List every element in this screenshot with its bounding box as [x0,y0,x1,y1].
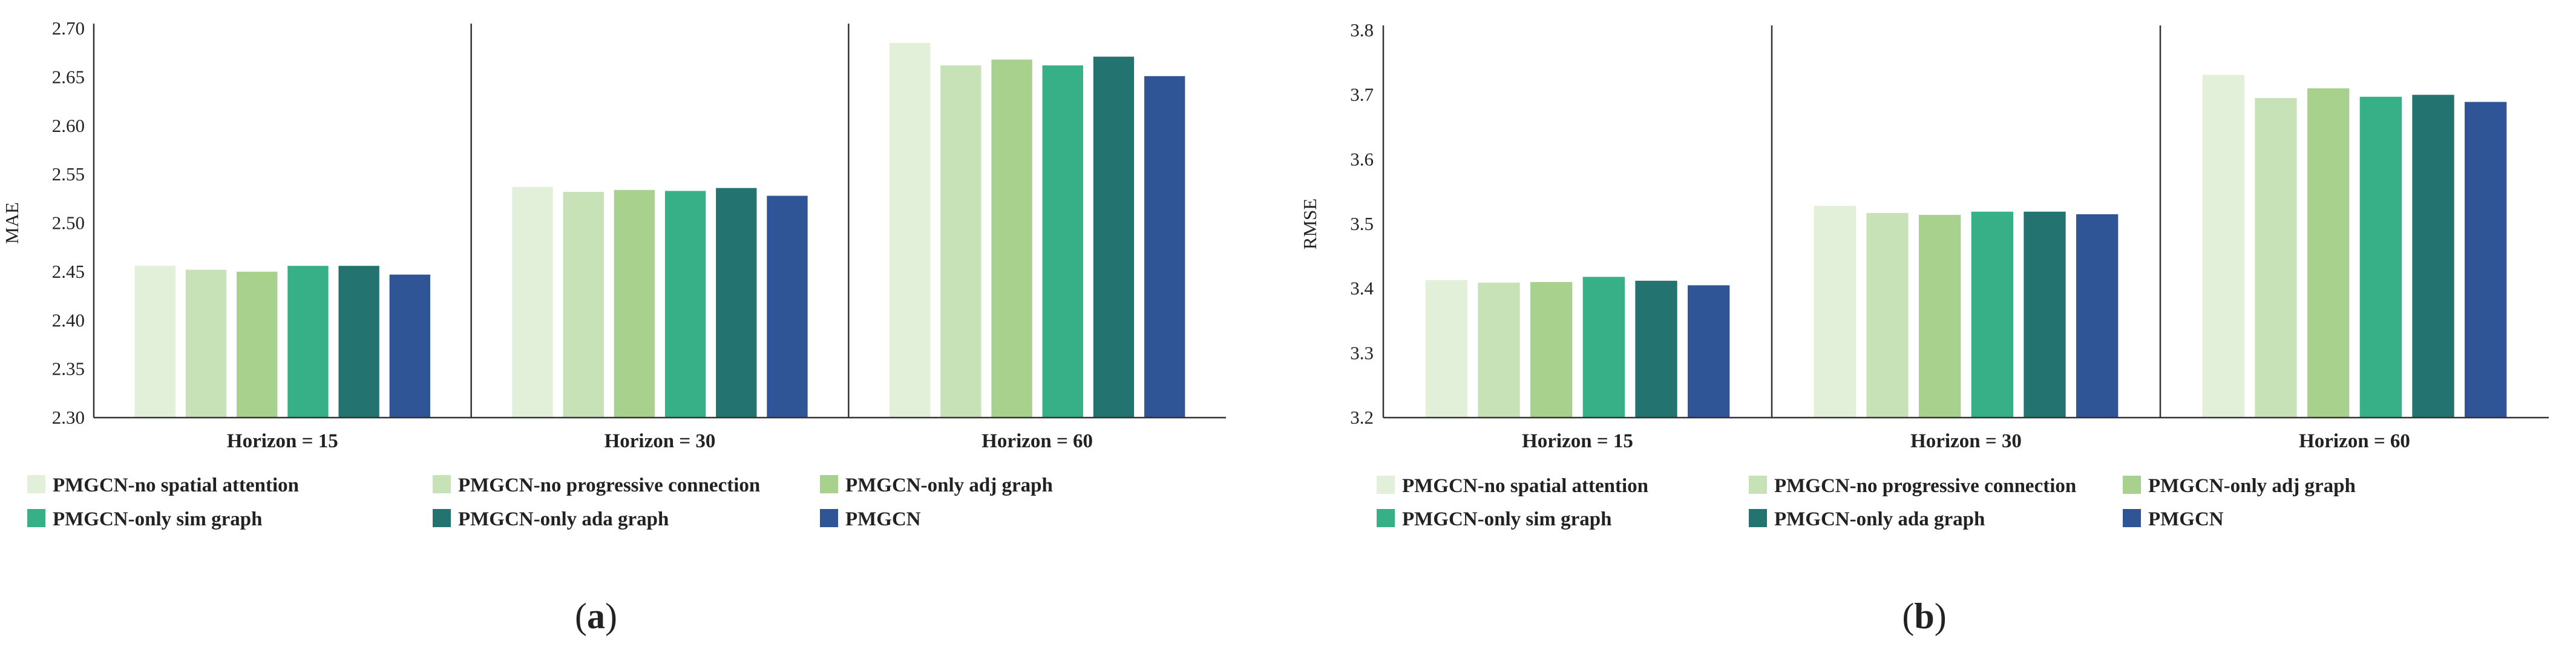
legend-entry: PMGCN [2148,508,2224,530]
legend-entry: PMGCN-only ada graph [458,508,669,530]
y-tick-label: 3.2 [1350,407,1374,428]
bar [1866,212,1909,418]
legend-swatch [27,475,45,493]
bar [1971,211,2014,418]
y-tick-label: 3.6 [1350,148,1374,169]
y-tick-label: 2.35 [52,358,85,379]
panel-label-close: ) [605,596,617,636]
bar [512,187,553,418]
bar [1478,283,1520,418]
y-tick-label: 2.45 [52,261,85,282]
bar [1635,280,1677,418]
y-tick-label: 2.30 [52,407,85,428]
legend-entry: PMGCN-no spatial attention [53,475,299,496]
bar [890,43,931,418]
bar [2359,96,2402,418]
panel-label-open: ( [1902,596,1914,636]
bar [2307,88,2350,418]
legend-swatch [1377,509,1395,527]
y-tick-label: 3.4 [1350,278,1374,299]
bar [991,59,1032,418]
bar [940,65,982,418]
legend-swatch [1749,509,1767,527]
legend-swatch [27,509,45,527]
bar [287,266,329,418]
bar [563,192,604,418]
panel-label: (a) [575,596,617,636]
legend-swatch [2123,476,2141,494]
y-tick-label: 3.7 [1350,84,1374,105]
legend-swatch [820,475,838,493]
bar [664,191,706,418]
bar [2202,74,2244,418]
y-tick-label: 2.40 [52,309,85,330]
panel-label: (b) [1902,596,1946,636]
legend-entry: PMGCN-only ada graph [1774,508,1985,530]
panel-label-letter: a [587,596,605,636]
bar [1144,76,1185,418]
legend-swatch [2123,509,2141,527]
bar [1425,280,1467,418]
legend-entry: PMGCN [845,508,921,530]
legend-swatch [433,509,451,527]
x-category-label: Horizon = 60 [2299,430,2410,452]
panel-label-open: ( [575,596,587,636]
bar [1530,282,1573,418]
bar [338,266,379,418]
bar [716,188,757,418]
y-axis-label: RMSE [1299,199,1320,249]
bar [767,195,808,418]
bar [1582,277,1625,418]
bar [134,266,176,418]
panel-label-close: ) [1935,596,1947,636]
legend-swatch [433,475,451,493]
y-tick-label: 2.65 [52,66,85,87]
bar [237,271,278,418]
x-category-label: Horizon = 60 [982,430,1093,452]
y-tick-label: 3.8 [1350,19,1374,41]
bar [614,189,655,418]
y-tick-label: 2.70 [52,18,85,39]
bar [1814,206,1856,418]
y-tick-label: 2.55 [52,163,85,185]
chart-panel-1: 2.30 2.35 2.40 2.45 2.50 2.55 2.60 2.65 2.70 MAE H… [1,18,1226,636]
bar [2465,102,2507,418]
bar [1918,215,1961,418]
legend-swatch [820,509,838,527]
bar [2076,214,2119,418]
legend-swatch [1749,476,1767,494]
bar [1093,56,1135,418]
x-category-label: Horizon = 15 [227,430,338,452]
legend-entry: PMGCN-no spatial attention [1402,475,1648,497]
bar [1042,65,1083,418]
y-tick-label: 2.60 [52,115,85,136]
bar [2255,98,2297,418]
legend-entry: PMGCN-no progressive connection [1774,475,2076,497]
legend-entry: PMGCN-no progressive connection [458,475,760,496]
legend-entry: PMGCN-only adj graph [845,475,1053,496]
legend-swatch [1377,476,1395,494]
bar [389,274,430,418]
x-category-label: Horizon = 15 [1522,430,1633,452]
y-axis-label: MAE [1,202,22,244]
bar [1688,285,1730,418]
y-tick-label: 3.3 [1350,342,1374,363]
legend-entry: PMGCN-only sim graph [1402,508,1612,530]
bar [2024,211,2066,418]
bar [185,269,227,418]
legend-entry: PMGCN-only adj graph [2148,475,2356,497]
legend-entry: PMGCN-only sim graph [53,508,263,530]
chart-panel-2: 3.2 3.3 3.4 3.5 3.6 3.7 3.8 RMSE Horizon = 15 Hor… [1299,19,2549,636]
x-category-label: Horizon = 30 [1910,430,2022,452]
panel-label-letter: b [1914,596,1934,636]
bar [2412,94,2454,418]
y-tick-label: 2.50 [52,212,85,234]
x-category-label: Horizon = 30 [605,430,716,452]
y-tick-label: 3.5 [1350,213,1374,234]
